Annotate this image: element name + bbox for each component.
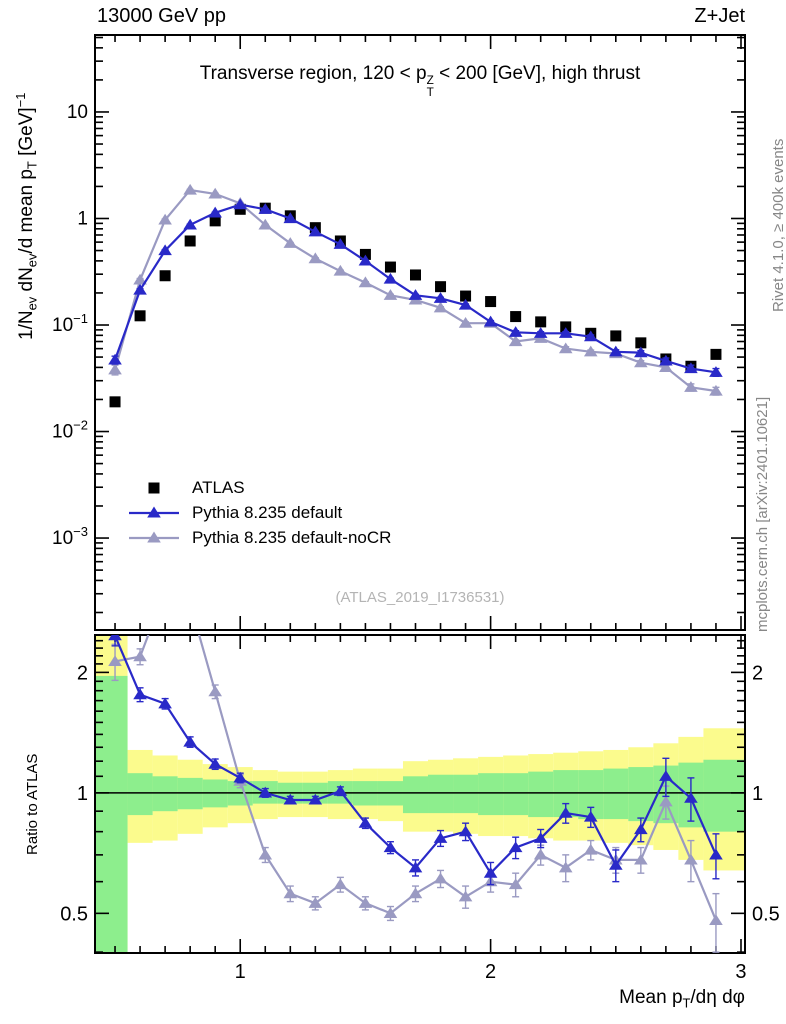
square-marker-icon [148,482,160,493]
legend: ATLAS Pythia 8.235 default Pythia 8.235 de… [128,477,392,547]
svg-text:3: 3 [735,961,746,983]
ratio-series-1 [108,635,723,886]
legend-label: Pythia 8.235 default-noCR [192,527,392,547]
svg-text:10−3: 10−3 [52,524,88,549]
svg-text:1: 1 [235,961,246,983]
analysis-id-watermark: (ATLAS_2019_I1736531) [335,589,505,606]
svg-text:1: 1 [752,783,763,805]
triangle-marker-icon [129,506,179,517]
legend-label: ATLAS [192,477,245,497]
x-axis-label: Mean pT/dη dφ [619,987,745,1011]
rivet-version-note: Rivet 4.1.0, ≥ 400k events [770,138,786,312]
svg-text:10−2: 10−2 [52,418,88,443]
svg-text:2: 2 [485,961,496,983]
svg-text:1: 1 [77,783,88,805]
svg-text:0.5: 0.5 [60,903,88,925]
axis-ticks [95,35,745,953]
mcplots-arxiv-note: mcplots.cern.ch [arXiv:2401.10621] [754,396,771,632]
legend-item-0: ATLAS [128,477,391,497]
legend-label: Pythia 8.235 default [192,502,343,522]
svg-text:10−1: 10−1 [52,311,88,336]
main-series-0 [109,202,722,408]
uncertainty-bands [95,635,745,953]
svg-text:10: 10 [67,102,88,123]
header-beam-energy: 13000 GeV pp [97,5,226,27]
ratio-frame [94,634,746,954]
main-frame [94,34,746,631]
svg-text:0.5: 0.5 [752,903,780,925]
legend-item-2: Pythia 8.235 default-noCR [128,527,392,547]
main-series-2 [108,198,723,377]
header-process: Z+Jet [694,5,745,27]
ratio-y-axis-label: Ratio to ATLAS [24,753,41,855]
main-y-axis-label: 1/Nev dNev/d mean pT [GeV]−1 [13,92,40,340]
svg-text:2: 2 [77,662,88,684]
triangle-marker-icon [129,531,179,542]
svg-text:2: 2 [752,662,763,684]
svg-text:1: 1 [77,208,88,229]
legend-item-1: Pythia 8.235 default [128,502,391,522]
